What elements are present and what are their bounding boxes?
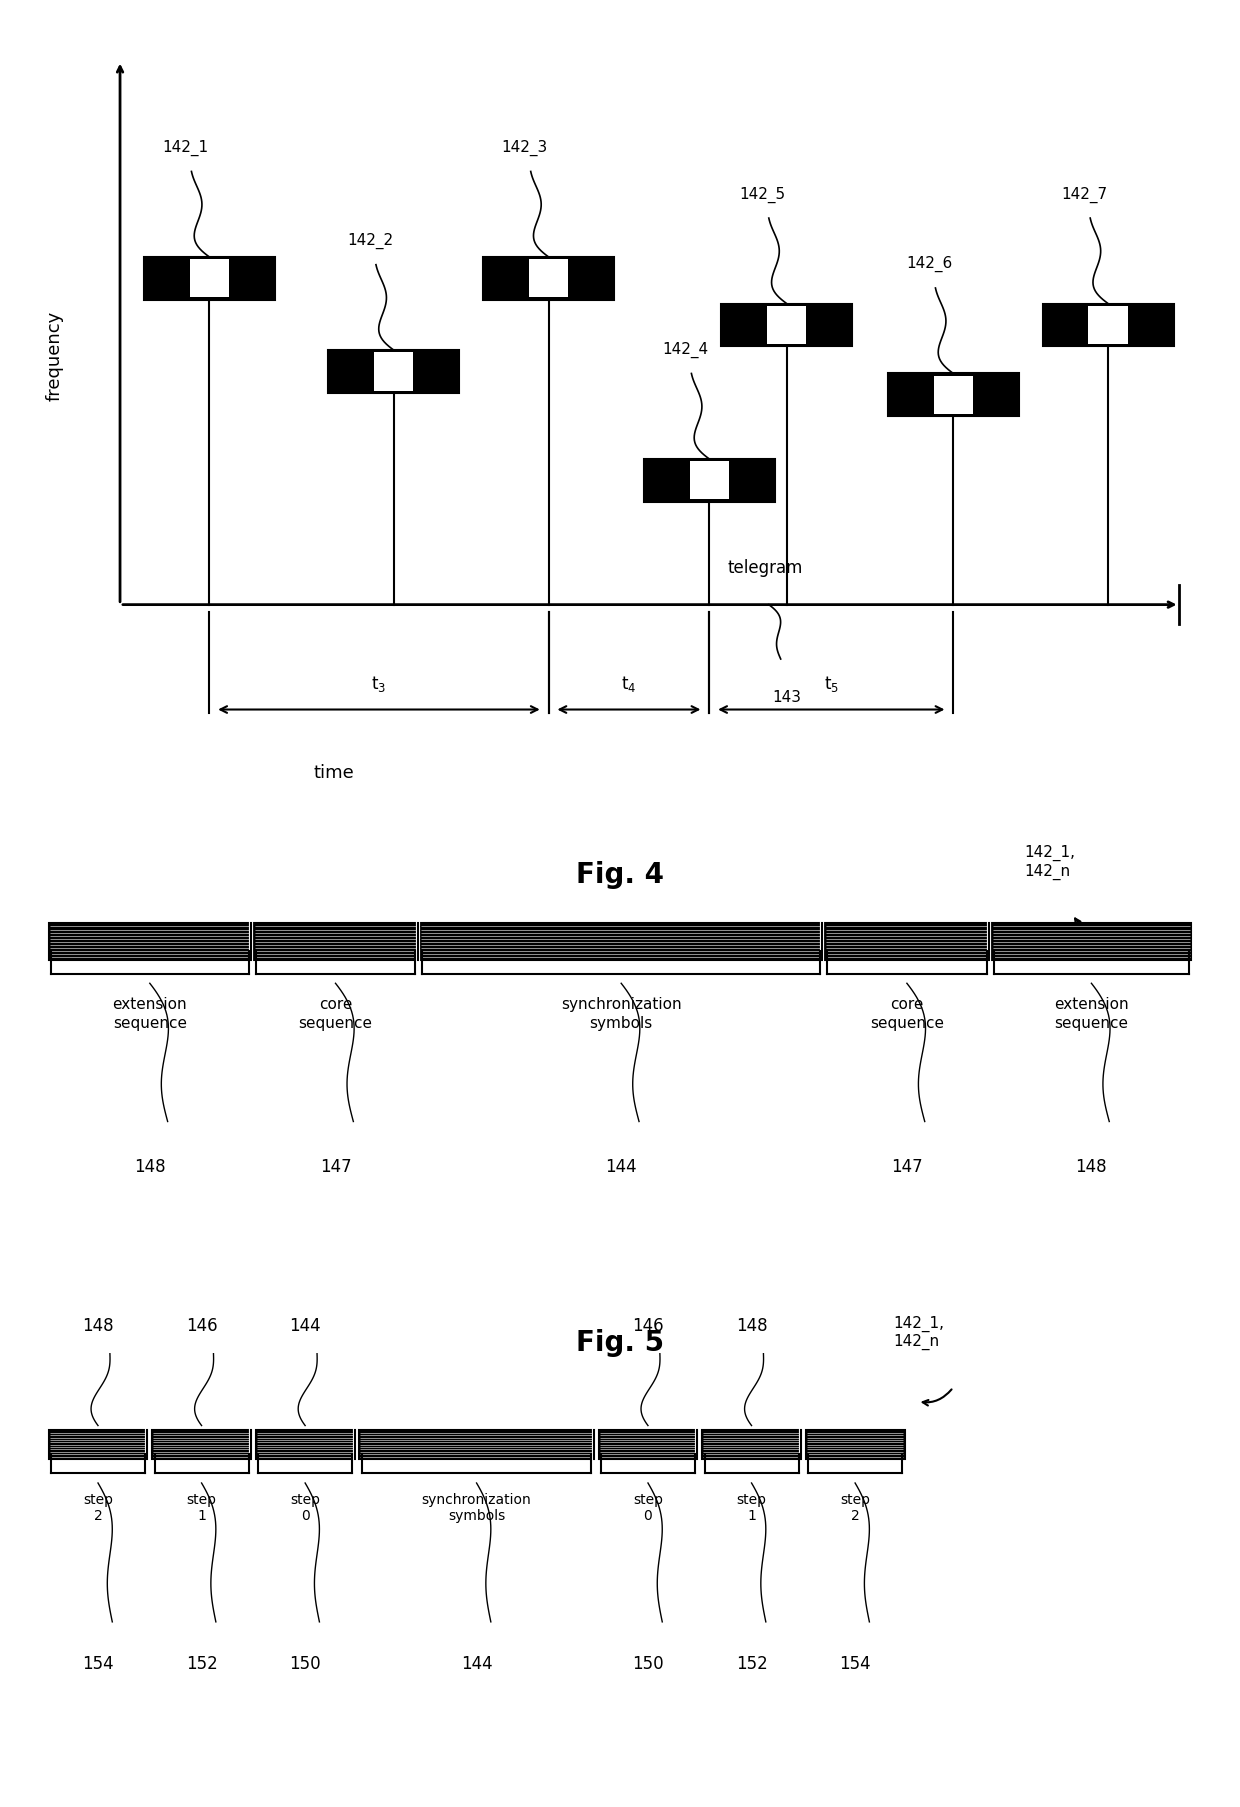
Text: step
1: step 1 xyxy=(737,1493,766,1523)
Text: t$_3$: t$_3$ xyxy=(371,674,387,694)
Text: 150: 150 xyxy=(632,1655,663,1673)
Bar xyxy=(722,304,852,347)
Text: 144: 144 xyxy=(461,1655,492,1673)
Bar xyxy=(420,923,822,960)
Text: 154: 154 xyxy=(82,1655,114,1673)
Bar xyxy=(374,352,413,390)
Text: 147: 147 xyxy=(892,1158,923,1176)
Text: 142_4: 142_4 xyxy=(662,342,708,358)
Bar xyxy=(1045,305,1086,343)
Bar xyxy=(808,305,849,343)
Bar xyxy=(144,257,275,300)
Bar xyxy=(806,1431,904,1458)
Text: synchronization
symbols: synchronization symbols xyxy=(422,1493,532,1523)
Bar xyxy=(768,305,806,343)
Text: step
0: step 0 xyxy=(632,1493,663,1523)
Text: 152: 152 xyxy=(735,1655,768,1673)
Bar xyxy=(992,923,1192,960)
Text: extension
sequence: extension sequence xyxy=(1054,997,1128,1030)
Text: 144: 144 xyxy=(605,1158,637,1176)
Bar xyxy=(934,376,973,414)
Text: 146: 146 xyxy=(632,1317,663,1335)
Bar xyxy=(255,1431,355,1458)
Text: telegram: telegram xyxy=(727,560,802,578)
Bar xyxy=(529,258,568,298)
Bar xyxy=(888,374,1019,416)
Bar xyxy=(890,376,931,414)
Text: 146: 146 xyxy=(186,1317,217,1335)
Text: core
sequence: core sequence xyxy=(870,997,944,1030)
Text: 148: 148 xyxy=(82,1317,114,1335)
Bar xyxy=(976,376,1016,414)
Text: 148: 148 xyxy=(1075,1158,1107,1176)
Text: step
0: step 0 xyxy=(290,1493,320,1523)
Bar xyxy=(570,258,611,298)
Text: t$_5$: t$_5$ xyxy=(823,674,838,694)
Bar xyxy=(48,1431,148,1458)
Text: Fig. 5: Fig. 5 xyxy=(575,1328,665,1357)
Bar xyxy=(702,1431,801,1458)
Bar xyxy=(486,258,526,298)
Bar xyxy=(644,459,775,502)
Text: time: time xyxy=(314,764,355,782)
Bar xyxy=(253,923,418,960)
Text: 142_2: 142_2 xyxy=(347,233,393,249)
Text: 148: 148 xyxy=(735,1317,768,1335)
Text: Fig. 4: Fig. 4 xyxy=(577,862,663,889)
Text: step
2: step 2 xyxy=(83,1493,113,1523)
Text: t$_4$: t$_4$ xyxy=(621,674,636,694)
Bar xyxy=(232,258,272,298)
Bar xyxy=(825,923,990,960)
Bar xyxy=(360,1431,594,1458)
Bar xyxy=(1043,304,1173,347)
Bar xyxy=(1089,305,1127,343)
Text: 152: 152 xyxy=(186,1655,217,1673)
Text: 142_1,
142_n: 142_1, 142_n xyxy=(894,1315,945,1350)
Text: step
1: step 1 xyxy=(186,1493,217,1523)
Bar xyxy=(724,305,764,343)
Text: core
sequence: core sequence xyxy=(299,997,372,1030)
Text: 154: 154 xyxy=(839,1655,870,1673)
Text: 147: 147 xyxy=(320,1158,351,1176)
Text: 142_6: 142_6 xyxy=(906,257,952,273)
Bar xyxy=(1130,305,1171,343)
Text: 150: 150 xyxy=(289,1655,321,1673)
Bar xyxy=(415,352,456,390)
Text: 143: 143 xyxy=(773,690,801,705)
Bar xyxy=(331,352,372,390)
Bar xyxy=(599,1431,697,1458)
Text: extension
sequence: extension sequence xyxy=(113,997,187,1030)
Bar xyxy=(190,258,229,298)
Text: 148: 148 xyxy=(134,1158,166,1176)
Text: 142_5: 142_5 xyxy=(740,186,786,202)
Text: frequency: frequency xyxy=(46,311,63,401)
Bar xyxy=(329,351,459,392)
Bar xyxy=(484,257,614,300)
Bar xyxy=(48,923,250,960)
Text: 144: 144 xyxy=(289,1317,321,1335)
Text: 142_3: 142_3 xyxy=(502,139,548,155)
Bar xyxy=(732,461,773,499)
Text: 142_7: 142_7 xyxy=(1061,186,1107,202)
Bar xyxy=(146,258,187,298)
Bar xyxy=(153,1431,250,1458)
Text: 142_1: 142_1 xyxy=(162,139,208,155)
Text: 142_1,
142_n: 142_1, 142_n xyxy=(1024,846,1076,880)
Bar xyxy=(689,461,729,499)
Text: step
2: step 2 xyxy=(841,1493,870,1523)
Bar xyxy=(646,461,687,499)
Text: synchronization
symbols: synchronization symbols xyxy=(560,997,682,1030)
